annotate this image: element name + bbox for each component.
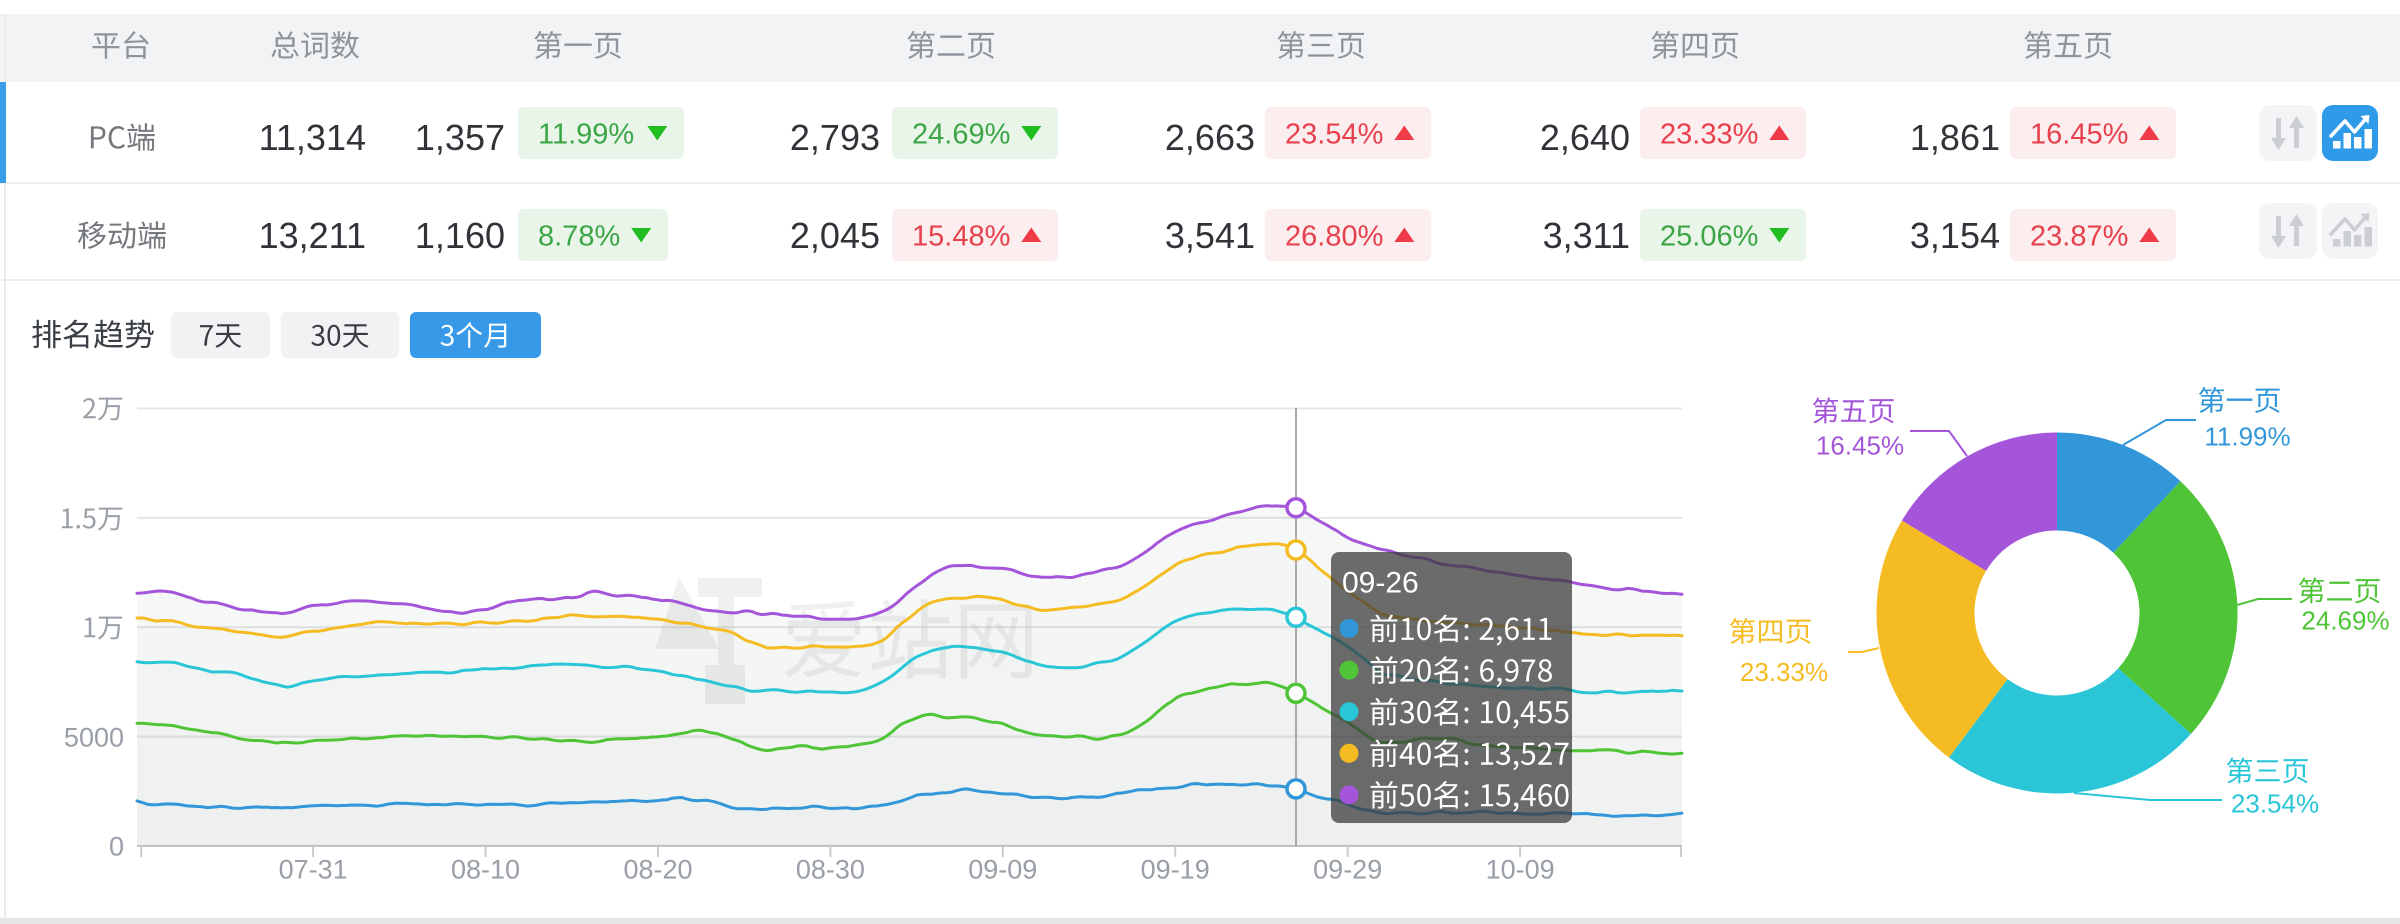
svg-text:2,793: 2,793 (790, 117, 880, 158)
svg-text:3,311: 3,311 (1543, 215, 1630, 256)
svg-text:11,314: 11,314 (259, 117, 366, 158)
svg-text:09-26: 09-26 (1342, 567, 1419, 600)
svg-text:23.54%: 23.54% (1285, 118, 1383, 150)
svg-text:1,861: 1,861 (1910, 117, 2000, 158)
svg-text:0: 0 (109, 832, 124, 862)
svg-text:08-10: 08-10 (451, 855, 520, 885)
svg-text:09-29: 09-29 (1313, 855, 1382, 885)
svg-text:09-19: 09-19 (1141, 855, 1210, 885)
svg-text:11.99%: 11.99% (2204, 422, 2290, 452)
svg-text:23.54%: 23.54% (2231, 789, 2319, 819)
svg-text:16.45%: 16.45% (2030, 118, 2128, 150)
svg-text:8.78%: 8.78% (538, 220, 620, 252)
svg-text:2,640: 2,640 (1540, 117, 1630, 158)
svg-text:23.33%: 23.33% (1660, 118, 1758, 150)
svg-text:15.48%: 15.48% (912, 220, 1010, 252)
svg-text:25.06%: 25.06% (1660, 220, 1758, 252)
svg-text:3,154: 3,154 (1910, 215, 2000, 256)
svg-text:1,357: 1,357 (415, 117, 505, 158)
svg-text:09-09: 09-09 (968, 855, 1037, 885)
svg-text:2,045: 2,045 (790, 215, 880, 256)
svg-text:11.99%: 11.99% (538, 118, 634, 150)
svg-text:1,160: 1,160 (415, 215, 505, 256)
svg-text:10-09: 10-09 (1486, 855, 1555, 885)
svg-text:2,663: 2,663 (1165, 117, 1255, 158)
svg-text:24.69%: 24.69% (2301, 606, 2389, 636)
svg-text:24.69%: 24.69% (912, 118, 1010, 150)
svg-text:08-30: 08-30 (796, 855, 865, 885)
svg-text:26.80%: 26.80% (1285, 220, 1383, 252)
svg-text:13,211: 13,211 (259, 215, 366, 256)
svg-text:5000: 5000 (64, 723, 124, 753)
svg-text:23.33%: 23.33% (1740, 657, 1828, 687)
svg-text:16.45%: 16.45% (1816, 431, 1904, 461)
svg-text:23.87%: 23.87% (2030, 220, 2128, 252)
svg-text:08-20: 08-20 (623, 855, 692, 885)
svg-text:3,541: 3,541 (1165, 215, 1255, 256)
svg-text:07-31: 07-31 (279, 855, 348, 885)
